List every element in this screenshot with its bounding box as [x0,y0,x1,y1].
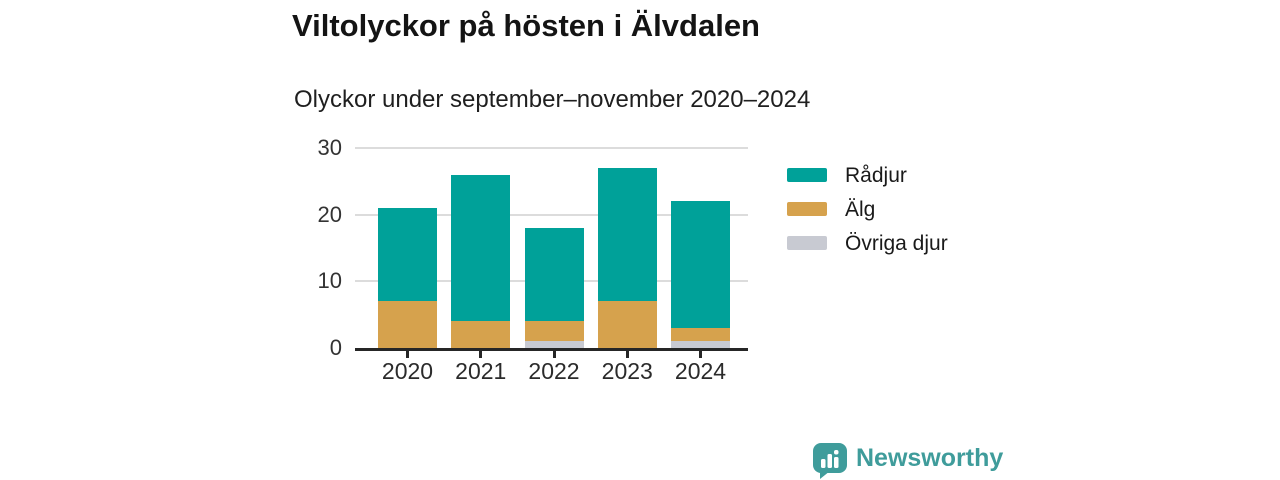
gridline [355,213,748,216]
legend-swatch [787,202,827,216]
bar-segment [671,201,730,328]
bar-segment [451,321,511,348]
x-tick-label: 2022 [528,358,580,384]
x-tick [625,351,629,358]
y-axis-labels: 0 10 20 30 [292,135,342,360]
bar-segment [524,228,584,322]
legend-item: Rådjur [787,165,948,186]
bar-segment [524,341,584,348]
gridline [355,147,748,149]
legend: Rådjur Älg Övriga djur [787,165,948,254]
legend-item: Övriga djur [787,233,948,254]
bar-segment [597,168,657,302]
legend-swatch [787,168,827,182]
bar-segment [524,321,584,342]
bar-segment [671,328,730,342]
branding: Newsworthy [812,441,1003,479]
chart-subtitle: Olyckor under september–november 2020–20… [294,86,811,113]
legend-item: Älg [787,199,948,220]
x-tick [479,351,483,358]
y-tick-label: 20 [317,201,342,227]
x-tick-label: 2021 [455,358,507,384]
newsworthy-logo-icon [813,443,847,479]
y-tick-label: 30 [317,135,342,160]
x-tick-label: 2024 [674,358,727,384]
legend-label: Rådjur [845,163,907,187]
chart-title: Viltolyckor på hösten i Älvdalen [292,8,760,43]
x-tick [552,351,556,358]
x-tick-label: 2023 [601,358,653,384]
legend-label: Övriga djur [845,231,948,255]
legend-swatch [787,236,827,250]
y-tick-label: 0 [329,335,342,360]
bar-segment [378,301,437,348]
bar-segment [378,208,437,302]
legend-label: Älg [845,197,876,221]
y-tick-label: 10 [317,268,342,294]
x-tick [406,351,409,358]
bar-segment [671,341,730,348]
plot-area: 2020 2021 2022 2023 2024 [355,147,748,384]
newsworthy-logo-text: Newsworthy [856,444,1004,472]
bar-segment [597,301,657,348]
x-tick-label: 2020 [381,358,434,384]
x-tick [699,351,702,358]
bar-segment [451,174,511,322]
